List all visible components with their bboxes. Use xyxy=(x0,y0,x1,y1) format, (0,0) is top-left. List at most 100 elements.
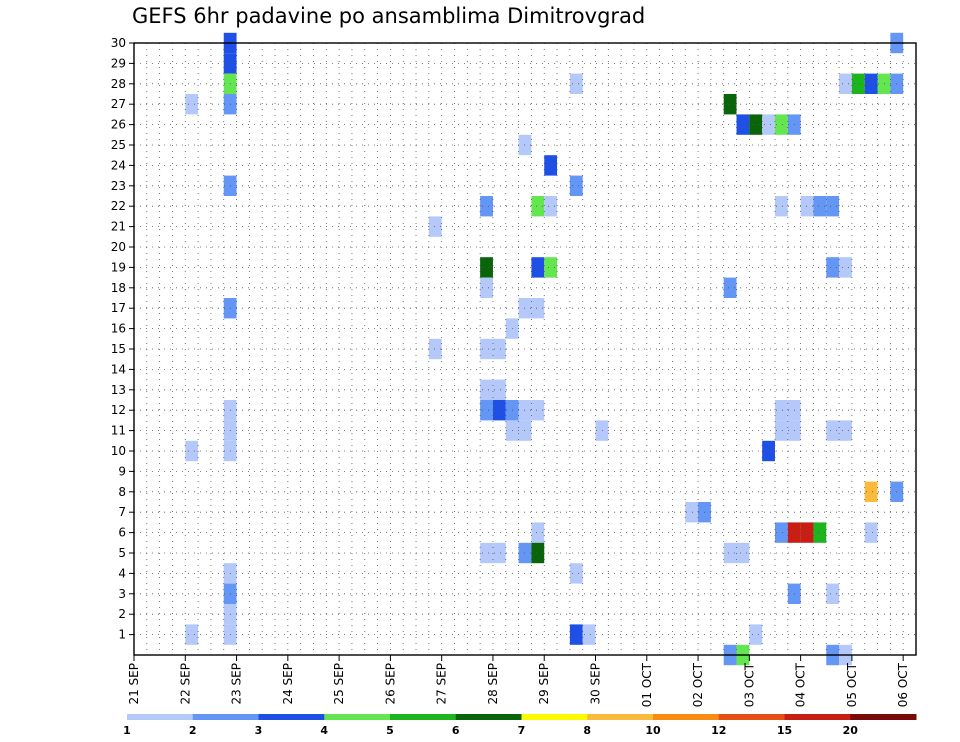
heatmap-cell xyxy=(864,481,878,502)
colorbar-segment xyxy=(653,714,720,720)
heatmap-cell xyxy=(582,624,596,645)
y-tick-label: 19 xyxy=(111,260,126,274)
heatmap-cell xyxy=(531,522,545,543)
heatmap-cell xyxy=(480,379,493,400)
heatmap-cell xyxy=(877,73,891,94)
y-tick-label: 15 xyxy=(111,342,126,356)
x-tick-label: 04 OCT xyxy=(794,662,808,707)
colorbar-segment xyxy=(258,714,325,720)
colorbar-segment xyxy=(718,714,785,720)
colorbar-label: 1 xyxy=(123,724,131,737)
y-tick-label: 24 xyxy=(111,158,126,172)
colorbar-label: 12 xyxy=(711,724,726,737)
y-tick-label: 4 xyxy=(118,566,126,580)
heatmap-cell xyxy=(480,338,493,360)
heatmap-cell xyxy=(749,624,763,645)
heatmap-cell xyxy=(813,196,827,217)
heatmap-cell xyxy=(544,196,558,217)
colorbar-label: 6 xyxy=(452,724,460,737)
x-tick-label: 21 SEP xyxy=(127,663,141,705)
heatmap-cell xyxy=(428,338,442,360)
heatmap-cell xyxy=(480,196,493,217)
colorbar-segment xyxy=(587,714,654,720)
x-tick-label: 01 OCT xyxy=(640,662,654,707)
heatmap-cell xyxy=(749,114,763,135)
heatmap-cell xyxy=(762,440,775,462)
x-tick-label: 25 SEP xyxy=(332,663,346,705)
y-tick-label: 20 xyxy=(111,240,126,254)
y-tick-label: 25 xyxy=(111,138,126,152)
heatmap-cell xyxy=(480,542,493,564)
y-tick-label: 9 xyxy=(118,464,126,478)
heatmap-cell xyxy=(826,196,840,217)
y-tick-label: 11 xyxy=(111,424,126,438)
heatmap-cell xyxy=(531,257,545,278)
colorbar-label: 15 xyxy=(777,724,792,737)
heatmap-cell xyxy=(826,257,840,278)
heatmap-cell xyxy=(839,73,852,94)
y-tick-label: 2 xyxy=(118,607,126,621)
colorbar-segment xyxy=(390,714,457,720)
x-tick-label: 28 SEP xyxy=(486,663,500,705)
x-tick-label: 05 OCT xyxy=(845,662,859,707)
heatmap-cell xyxy=(595,420,609,441)
y-tick-label: 16 xyxy=(111,322,126,336)
heatmap-cell xyxy=(851,73,865,94)
heatmap-cell xyxy=(480,277,493,298)
heatmap-cell xyxy=(774,196,788,217)
heatmap-cell xyxy=(826,420,840,441)
heatmap-cell xyxy=(800,196,814,217)
heatmap-cell xyxy=(864,522,878,543)
x-tick-label: 26 SEP xyxy=(383,663,397,705)
colorbar-label: 5 xyxy=(386,724,394,737)
heatmap-cell xyxy=(723,94,737,115)
y-tick-label: 8 xyxy=(118,485,126,499)
heatmap-cell xyxy=(800,522,814,543)
y-tick-label: 27 xyxy=(111,97,126,111)
x-tick-label: 30 SEP xyxy=(589,663,603,705)
heatmap-cell xyxy=(185,94,199,115)
heatmap-cell xyxy=(492,400,506,421)
y-tick-label: 1 xyxy=(118,628,126,642)
heatmap-cell xyxy=(531,542,545,564)
x-tick-label: 02 OCT xyxy=(691,662,705,707)
heatmap-cell xyxy=(774,400,788,421)
colorbar-label: 2 xyxy=(189,724,197,737)
heatmap-cell xyxy=(774,420,788,441)
colorbar-segment xyxy=(192,714,259,720)
heatmap-cell xyxy=(839,257,852,278)
colorbar-segment xyxy=(521,714,588,720)
heatmap-cell xyxy=(685,502,699,523)
heatmap-cell xyxy=(531,400,545,421)
y-tick-label: 17 xyxy=(111,301,126,315)
colorbar-label: 7 xyxy=(518,724,526,737)
chart-title: GEFS 6hr padavine po ansamblima Dimitrov… xyxy=(132,4,646,28)
heatmap-cell xyxy=(723,277,737,298)
colorbar-segment xyxy=(455,714,522,720)
y-tick-label: 10 xyxy=(111,444,126,458)
x-tick-label: 03 OCT xyxy=(742,662,756,707)
x-tick-label: 06 OCT xyxy=(896,662,910,707)
y-tick-label: 3 xyxy=(118,587,126,601)
y-tick-label: 6 xyxy=(118,526,126,540)
y-tick-label: 14 xyxy=(111,362,126,376)
x-tick-label: 29 SEP xyxy=(537,663,551,705)
heatmap-cell xyxy=(864,73,878,94)
y-tick-label: 22 xyxy=(111,199,126,213)
heatmap-cell xyxy=(762,114,775,135)
colorbar-label: 3 xyxy=(255,724,263,737)
heatmap-cell xyxy=(492,338,506,360)
heatmap-cell xyxy=(569,624,583,645)
heatmap-cell xyxy=(544,155,558,176)
y-tick-label: 26 xyxy=(111,118,126,132)
y-tick-label: 21 xyxy=(111,220,126,234)
y-tick-label: 5 xyxy=(118,546,126,560)
y-tick-label: 23 xyxy=(111,179,126,193)
colorbar-segment xyxy=(324,714,391,720)
heatmap-cell xyxy=(480,257,493,278)
colorbar-segment xyxy=(127,714,194,720)
y-tick-label: 13 xyxy=(111,383,126,397)
y-tick-label: 18 xyxy=(111,281,126,295)
